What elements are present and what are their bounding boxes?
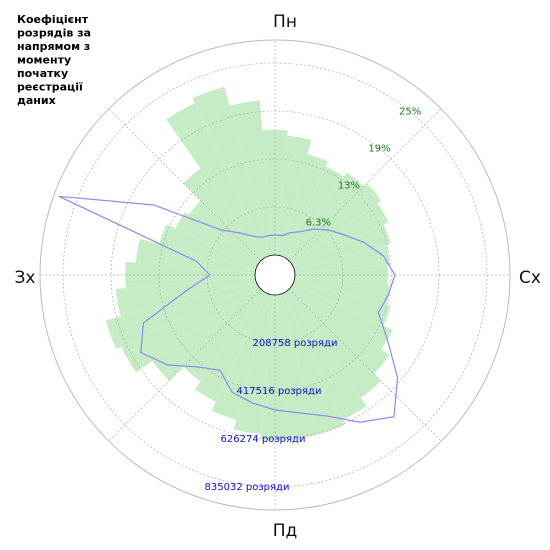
- grid-ring: [158, 158, 392, 392]
- direction-bar: [289, 183, 382, 264]
- grid-ring: [206, 206, 344, 344]
- direction-bar: [283, 291, 367, 420]
- direction-bar: [121, 283, 259, 373]
- direction-bar: [175, 211, 259, 267]
- direction-bar: [105, 280, 257, 350]
- direction-bar: [293, 224, 391, 270]
- chart-title: моменту: [17, 54, 71, 67]
- chart-title: реєстрації: [17, 81, 83, 94]
- direction-bar: [276, 294, 318, 440]
- direction-bar: [192, 86, 270, 257]
- direction-bar: [152, 286, 261, 381]
- y2-tick-label: 626274 розряди: [221, 434, 306, 445]
- direction-bar: [283, 166, 344, 259]
- direction-bar: [293, 280, 391, 326]
- chart-title: розрядів за: [17, 27, 91, 40]
- chart-title: напрямом з: [17, 40, 90, 53]
- y-tick-label: 6.3%: [306, 218, 331, 229]
- discharge-line: [58, 195, 399, 423]
- direction-bar: [294, 265, 388, 285]
- direction-bar: [159, 224, 257, 270]
- direction-bar: [135, 238, 256, 274]
- compass-label: Сх: [519, 268, 541, 288]
- direction-bar: [211, 293, 270, 420]
- direction-bar: [291, 283, 393, 350]
- center-hole: [254, 254, 296, 296]
- direction-bar: [294, 245, 390, 274]
- y-tick-label: 19%: [368, 144, 390, 155]
- direction-bar: [280, 293, 345, 435]
- direction-bar: [115, 276, 256, 317]
- direction-bar: [289, 286, 390, 374]
- direction-bar: [229, 100, 274, 256]
- y-tick-label: 13%: [338, 181, 360, 192]
- chart-title: Коефіцієнт: [17, 13, 89, 26]
- direction-bar: [166, 103, 267, 259]
- chart-title: початку: [17, 67, 68, 80]
- outer-ring: [39, 39, 511, 511]
- compass-label: Пн: [273, 12, 297, 32]
- direction-bar: [183, 168, 264, 261]
- compass-label: Пд: [273, 521, 298, 541]
- direction-bar: [286, 289, 381, 398]
- y-tick-label: 25%: [399, 107, 421, 118]
- direction-bar: [280, 154, 328, 257]
- y2-tick-label: 835032 розряди: [205, 482, 290, 493]
- direction-bar: [286, 172, 364, 261]
- direction-bar: [291, 203, 389, 267]
- chart-title: даних: [17, 94, 56, 107]
- direction-bar: [262, 129, 288, 256]
- direction-bar: [183, 289, 264, 382]
- direction-bar: [294, 276, 390, 305]
- direction-bar: [194, 291, 267, 402]
- direction-bar: [276, 135, 312, 256]
- direction-bar: [188, 200, 261, 264]
- y2-tick-label: 417516 розряди: [237, 386, 322, 397]
- compass-label: Зх: [15, 268, 36, 288]
- grid-ring: [110, 110, 440, 440]
- y2-tick-label: 208758 розряди: [253, 338, 338, 349]
- direction-bar: [233, 294, 274, 435]
- grid-ring: [62, 62, 488, 488]
